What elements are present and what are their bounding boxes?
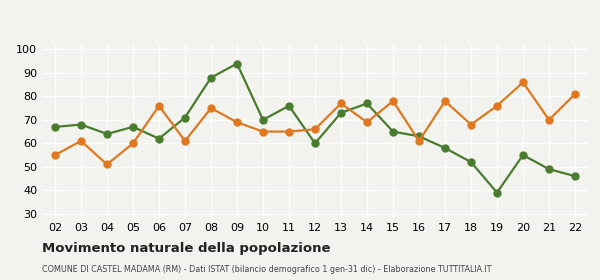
Nascite [233, 62, 241, 65]
Nascite [364, 102, 371, 105]
Decessi [571, 92, 578, 96]
Nascite [155, 137, 163, 140]
Decessi [337, 102, 344, 105]
Line: Decessi: Decessi [52, 79, 578, 168]
Decessi [259, 130, 266, 133]
Decessi [545, 118, 553, 122]
Decessi [77, 139, 85, 143]
Decessi [155, 104, 163, 108]
Decessi [130, 142, 137, 145]
Decessi [389, 99, 397, 103]
Line: Nascite: Nascite [52, 60, 578, 196]
Nascite [103, 132, 110, 136]
Decessi [181, 139, 188, 143]
Decessi [520, 81, 527, 84]
Nascite [442, 146, 449, 150]
Nascite [259, 118, 266, 122]
Nascite [571, 174, 578, 178]
Decessi [208, 106, 215, 110]
Nascite [389, 130, 397, 133]
Text: Movimento naturale della popolazione: Movimento naturale della popolazione [42, 242, 331, 255]
Nascite [493, 191, 500, 194]
Nascite [545, 167, 553, 171]
Decessi [467, 123, 475, 126]
Nascite [286, 104, 293, 108]
Decessi [415, 139, 422, 143]
Decessi [493, 104, 500, 108]
Decessi [233, 120, 241, 124]
Nascite [467, 160, 475, 164]
Decessi [311, 128, 319, 131]
Nascite [415, 135, 422, 138]
Legend: Nascite, Decessi: Nascite, Decessi [231, 0, 399, 8]
Decessi [103, 163, 110, 166]
Nascite [311, 142, 319, 145]
Decessi [286, 130, 293, 133]
Decessi [442, 99, 449, 103]
Nascite [77, 123, 85, 126]
Text: COMUNE DI CASTEL MADAMA (RM) - Dati ISTAT (bilancio demografico 1 gen-31 dic) - : COMUNE DI CASTEL MADAMA (RM) - Dati ISTA… [42, 265, 491, 274]
Decessi [52, 153, 59, 157]
Nascite [181, 116, 188, 119]
Decessi [364, 120, 371, 124]
Nascite [208, 76, 215, 79]
Nascite [52, 125, 59, 129]
Nascite [520, 153, 527, 157]
Nascite [337, 111, 344, 115]
Nascite [130, 125, 137, 129]
